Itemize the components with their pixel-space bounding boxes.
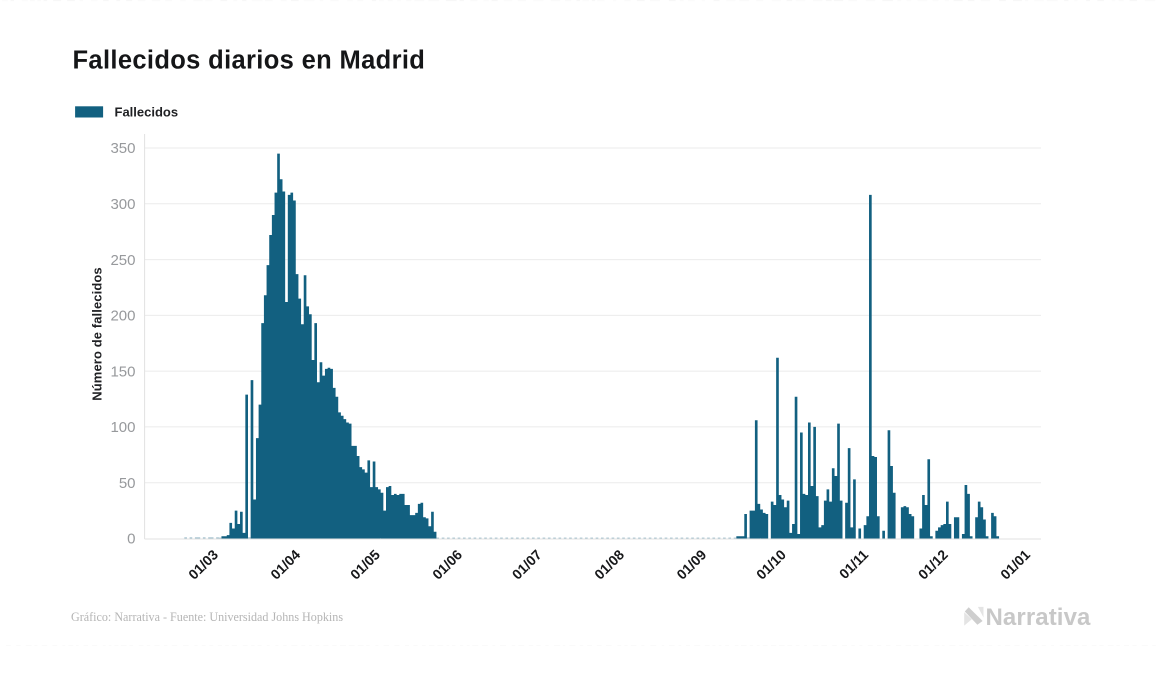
svg-text:50: 50 <box>119 475 136 492</box>
svg-text:Número de fallecidos: Número de fallecidos <box>90 267 105 400</box>
svg-text:100: 100 <box>110 419 135 436</box>
svg-text:0: 0 <box>127 531 135 548</box>
svg-text:Gráfico: Narrativa - Fuente: U: Gráfico: Narrativa - Fuente: Universidad… <box>71 610 343 624</box>
svg-text:200: 200 <box>110 308 135 325</box>
svg-text:300: 300 <box>110 196 135 213</box>
svg-text:Narrativa: Narrativa <box>986 604 1092 631</box>
svg-text:150: 150 <box>110 363 135 380</box>
svg-text:250: 250 <box>110 252 135 269</box>
svg-text:Fallecidos diarios en Madrid: Fallecidos diarios en Madrid <box>73 47 426 75</box>
svg-text:350: 350 <box>110 140 135 157</box>
svg-text:Fallecidos: Fallecidos <box>115 105 179 120</box>
